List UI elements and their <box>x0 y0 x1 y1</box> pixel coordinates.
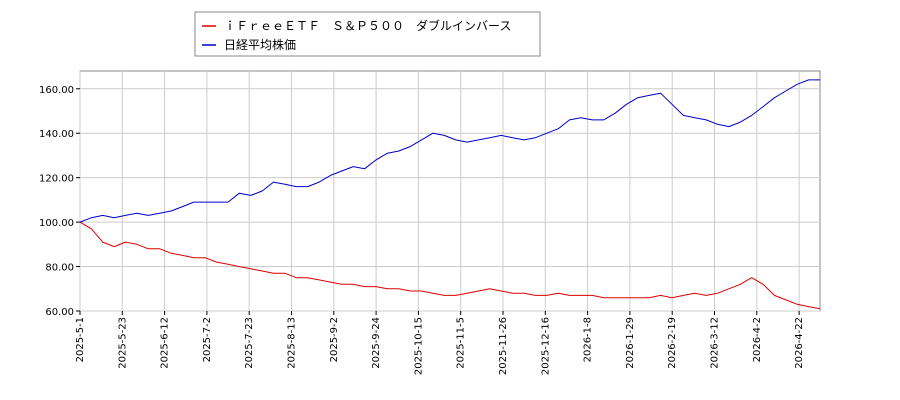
legend-label-series-0: ｉＦｒｅｅＥＴＦ Ｓ＆Ｐ５００ ダブルインバース <box>224 18 511 33</box>
x-tick-label: 2025-11-26 <box>498 317 509 375</box>
x-tick-label: 2025-8-13 <box>287 317 298 369</box>
series-line-0 <box>79 221 821 310</box>
plot-area <box>79 70 821 312</box>
x-axis-ticks: 2025-5-1 2025-5-23 2025-6-12 2025-7-2 2025-7… <box>75 311 805 375</box>
x-tick-label: 2025-7-2 <box>202 317 213 362</box>
series-line-1 <box>79 79 820 223</box>
x-tick-label: 2025-5-1 <box>75 317 86 362</box>
legend: ｉＦｒｅｅＥＴＦ Ｓ＆Ｐ５００ ダブルインバース 日経平均株価 <box>194 11 541 57</box>
legend-label-series-1: 日経平均株価 <box>224 37 296 52</box>
grid-lines <box>79 71 820 312</box>
x-tick-label: 2026-4-22 <box>794 317 805 369</box>
x-tick-label: 2026-4-2 <box>752 317 763 362</box>
y-tick-label: 120.00 <box>39 174 74 185</box>
x-tick-label: 2025-10-15 <box>413 317 424 375</box>
x-tick-label: 2026-1-8 <box>583 317 594 362</box>
legend-box <box>194 11 541 57</box>
y-tick-label: 140.00 <box>39 129 74 140</box>
x-tick-label: 2026-1-29 <box>625 317 636 369</box>
x-tick-label: 2026-3-12 <box>710 317 721 369</box>
x-tick-label: 2025-12-16 <box>540 317 551 375</box>
plot-frame <box>79 70 821 312</box>
x-tick-label: 2025-11-5 <box>456 317 467 369</box>
x-tick-label: 2026-2-19 <box>667 317 678 369</box>
x-tick-label: 2025-7-23 <box>244 317 255 369</box>
x-tick-label: 2025-9-2 <box>329 317 340 362</box>
y-tick-label: 80.00 <box>45 263 74 274</box>
x-tick-label: 2025-5-23 <box>117 317 128 369</box>
y-tick-label: 160.00 <box>39 85 74 96</box>
y-tick-label: 60.00 <box>45 307 74 318</box>
x-tick-label: 2025-9-24 <box>371 317 382 369</box>
y-axis-ticks: 60.00 80.00 100.00 120.00 140.00 160.00 <box>39 85 80 318</box>
x-tick-label: 2025-6-12 <box>160 317 171 369</box>
y-tick-label: 100.00 <box>39 218 74 229</box>
series-layer <box>79 79 821 310</box>
